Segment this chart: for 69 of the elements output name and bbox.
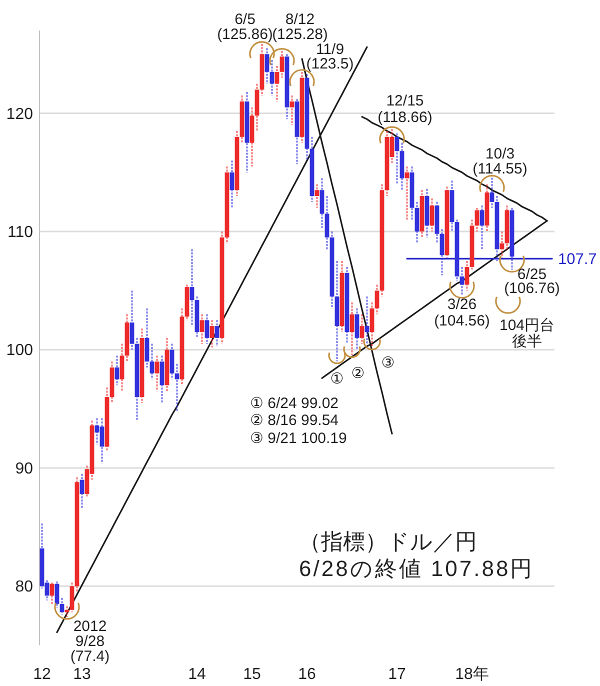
x-tick-label: 16 xyxy=(298,666,316,683)
annotation: ② 8/16 99.54 xyxy=(250,412,339,429)
y-tick-label: 100 xyxy=(6,342,34,360)
y-tick-label: 90 xyxy=(15,460,34,478)
y-tick-label: 80 xyxy=(15,578,34,596)
candlestick xyxy=(150,343,154,380)
text: 8/12 (125.28) xyxy=(272,10,328,43)
data-label: 107.7 xyxy=(558,251,597,268)
annotation: ③ 9/21 100.19 xyxy=(250,430,347,447)
candlestick xyxy=(430,198,434,232)
candlestick xyxy=(160,355,164,404)
candlestick xyxy=(120,343,124,392)
candlestick xyxy=(360,314,364,344)
text: ③ xyxy=(381,354,395,372)
candlestick xyxy=(114,355,120,386)
y-tick-label: 120 xyxy=(6,106,34,123)
text: 6/28の終値 107.88円 xyxy=(299,556,534,581)
candlestick xyxy=(414,201,420,244)
text: 12/15 (118.66) xyxy=(378,92,432,126)
text: 2012 9/28 (77.4) xyxy=(70,618,110,665)
candlestick xyxy=(170,343,174,380)
candlestick xyxy=(174,363,180,412)
candlestick xyxy=(204,314,210,344)
candlestick xyxy=(144,308,150,368)
candlestick xyxy=(80,473,84,509)
candlestick xyxy=(314,184,320,208)
y-tick-label: 110 xyxy=(7,224,34,241)
candlestick xyxy=(374,284,380,315)
candlestick xyxy=(370,302,374,348)
candlestick xyxy=(464,260,470,292)
x-tick-label: 18年 xyxy=(455,666,489,683)
candlestick xyxy=(354,308,360,350)
x-tick-label: 12 xyxy=(33,666,51,683)
text: （指標）ドル／円 xyxy=(299,529,477,554)
candlestick xyxy=(324,195,330,250)
candlestick xyxy=(280,50,284,78)
candlestick xyxy=(394,132,400,185)
annotation: ① 6/24 99.02 xyxy=(250,395,339,412)
candlestick xyxy=(210,320,214,348)
text: ① xyxy=(330,370,344,388)
candlestick xyxy=(190,248,194,327)
text: 3/26 (104.56) xyxy=(434,296,490,330)
text: 6/5 (125.86) xyxy=(217,10,273,43)
candlestick xyxy=(364,296,370,344)
x-tick-label: 17 xyxy=(388,666,406,683)
x-tick-label: 13 xyxy=(73,666,91,683)
candlestick xyxy=(200,314,204,344)
text: ② xyxy=(351,364,365,382)
text: 10/3 (114.55) xyxy=(472,146,528,178)
candlestick xyxy=(290,94,294,126)
candlestick xyxy=(404,166,410,220)
candlestick xyxy=(70,582,74,613)
candlestick xyxy=(474,207,480,232)
text: 6/25 (106.76) xyxy=(504,266,560,297)
candlestick xyxy=(214,320,220,347)
candlestick xyxy=(250,106,254,168)
text: 11/9 (123.5) xyxy=(306,40,354,72)
candlestick xyxy=(230,160,234,208)
candlestick xyxy=(154,355,160,392)
candlestick xyxy=(490,177,494,208)
candlestick xyxy=(130,290,134,350)
x-tick-label: 14 xyxy=(188,666,206,683)
candlestick xyxy=(320,178,324,228)
x-tick-label: 15 xyxy=(243,666,261,683)
candlestick xyxy=(350,302,354,356)
candlestick xyxy=(440,228,444,276)
annotation: 104円台後半 xyxy=(499,317,555,350)
candlestick xyxy=(480,204,484,250)
candlestick xyxy=(264,48,270,84)
